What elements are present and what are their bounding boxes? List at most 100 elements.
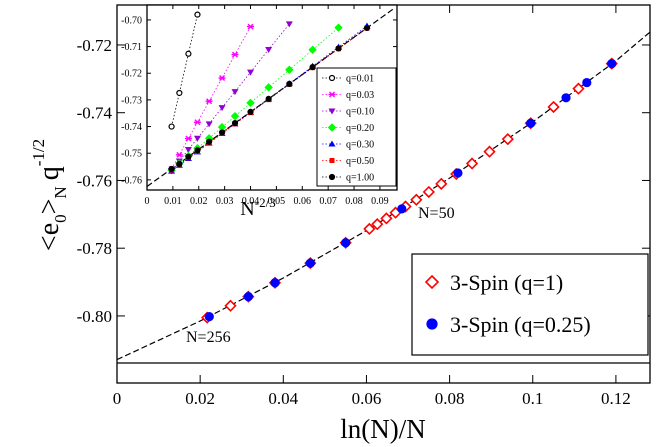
annotation: N=256	[186, 329, 231, 346]
marker	[305, 258, 315, 268]
legend	[411, 253, 649, 356]
x-axis-label-part: -2/3	[255, 195, 276, 210]
marker	[465, 157, 479, 170]
marker	[371, 218, 384, 231]
marker	[193, 119, 201, 126]
marker	[309, 64, 316, 71]
marker	[572, 82, 585, 95]
marker	[453, 168, 463, 178]
legend-label: q=0.20	[346, 123, 374, 134]
marker	[285, 65, 294, 74]
marker	[483, 145, 496, 158]
x-axis-label-part: N	[240, 198, 254, 220]
y-axis-label-part: N	[51, 186, 70, 198]
marker	[547, 100, 560, 114]
marker	[194, 147, 201, 154]
x-tick-label: 0.02	[190, 196, 208, 207]
x-tick-label: 0.08	[435, 389, 465, 408]
y-tick-label: -0.72	[77, 36, 112, 55]
marker	[185, 153, 192, 160]
series-line	[171, 26, 251, 170]
y-tick-label: -0.75	[121, 149, 142, 160]
legend-marker	[328, 74, 336, 82]
marker	[224, 299, 237, 312]
x-tick-label: 0.01	[164, 196, 182, 207]
marker	[230, 111, 240, 121]
marker	[247, 69, 255, 76]
legend-label: q=0.01	[346, 74, 374, 85]
marker	[341, 238, 351, 248]
x-axis-label: N-2/3	[240, 195, 275, 220]
legend-label: q=1.00	[346, 173, 374, 184]
series-line	[171, 27, 339, 171]
y-axis-label-part: q	[34, 166, 65, 180]
x-tick-label: 0.04	[242, 196, 260, 207]
marker	[243, 292, 253, 302]
marker	[265, 95, 272, 102]
legend-marker	[328, 91, 336, 98]
x-tick-label: 0.05	[268, 196, 286, 207]
y-axis-label-part: >	[34, 199, 65, 215]
legend-label: q=0.03	[346, 90, 374, 101]
marker	[168, 165, 175, 173]
marker	[286, 80, 293, 88]
legend-marker	[329, 158, 335, 163]
marker	[334, 23, 343, 32]
x-tick-label: 0.06	[352, 389, 382, 408]
marker	[205, 121, 213, 128]
legend-label: 3-Spin (q=1)	[450, 270, 563, 295]
y-axis-label-part: <e	[34, 223, 65, 251]
y-tick-label: -0.76	[77, 171, 112, 190]
marker	[410, 193, 423, 206]
y-tick-label: -0.71	[121, 42, 142, 53]
legend-label: q=0.50	[346, 156, 374, 167]
x-tick-label: 0	[145, 196, 150, 207]
legend-marker	[328, 140, 336, 147]
x-tick-label: 0.1	[522, 389, 543, 408]
marker	[270, 278, 280, 288]
y-tick-label: -0.74	[121, 122, 142, 133]
x-tick-label: 0.07	[319, 196, 337, 207]
y-axis-label-part: -1/2	[29, 139, 48, 166]
marker	[247, 23, 255, 30]
marker	[218, 105, 226, 112]
marker	[265, 47, 273, 54]
marker	[422, 185, 435, 199]
y-axis-label: <e0>Nq-1/2	[29, 139, 70, 251]
legend-marker	[328, 173, 336, 181]
series-line	[171, 23, 290, 171]
annotation: N=50	[418, 205, 455, 222]
marker	[285, 21, 293, 28]
marker	[231, 89, 239, 96]
legend-label: q=0.10	[346, 107, 374, 118]
y-axis-label-part: 0	[51, 214, 70, 223]
x-tick-label: 0.09	[371, 196, 389, 207]
marker	[176, 160, 183, 167]
marker	[185, 50, 192, 57]
y-tick-label: -0.72	[121, 69, 142, 80]
y-tick-label: -0.74	[77, 104, 113, 123]
x-tick-label: 0	[113, 389, 122, 408]
marker	[184, 135, 192, 142]
marker	[193, 135, 201, 142]
marker	[363, 222, 376, 236]
marker	[397, 204, 407, 214]
marker	[175, 151, 183, 158]
marker	[205, 98, 213, 105]
marker	[582, 77, 592, 88]
y-tick-label: -0.78	[77, 239, 112, 258]
x-tick-label: 0.04	[268, 389, 298, 408]
marker	[206, 138, 213, 145]
legend-marker	[327, 123, 337, 132]
marker	[168, 123, 175, 130]
legend-marker	[426, 318, 438, 330]
marker	[561, 93, 571, 103]
legend-label: q=0.30	[346, 140, 374, 151]
y-tick-label: -0.73	[121, 95, 142, 106]
x-tick-label: 0.03	[216, 196, 234, 207]
marker	[247, 108, 254, 115]
marker	[231, 51, 239, 58]
x-axis-label: ln(N)/N	[340, 414, 425, 444]
series-line	[171, 14, 198, 127]
